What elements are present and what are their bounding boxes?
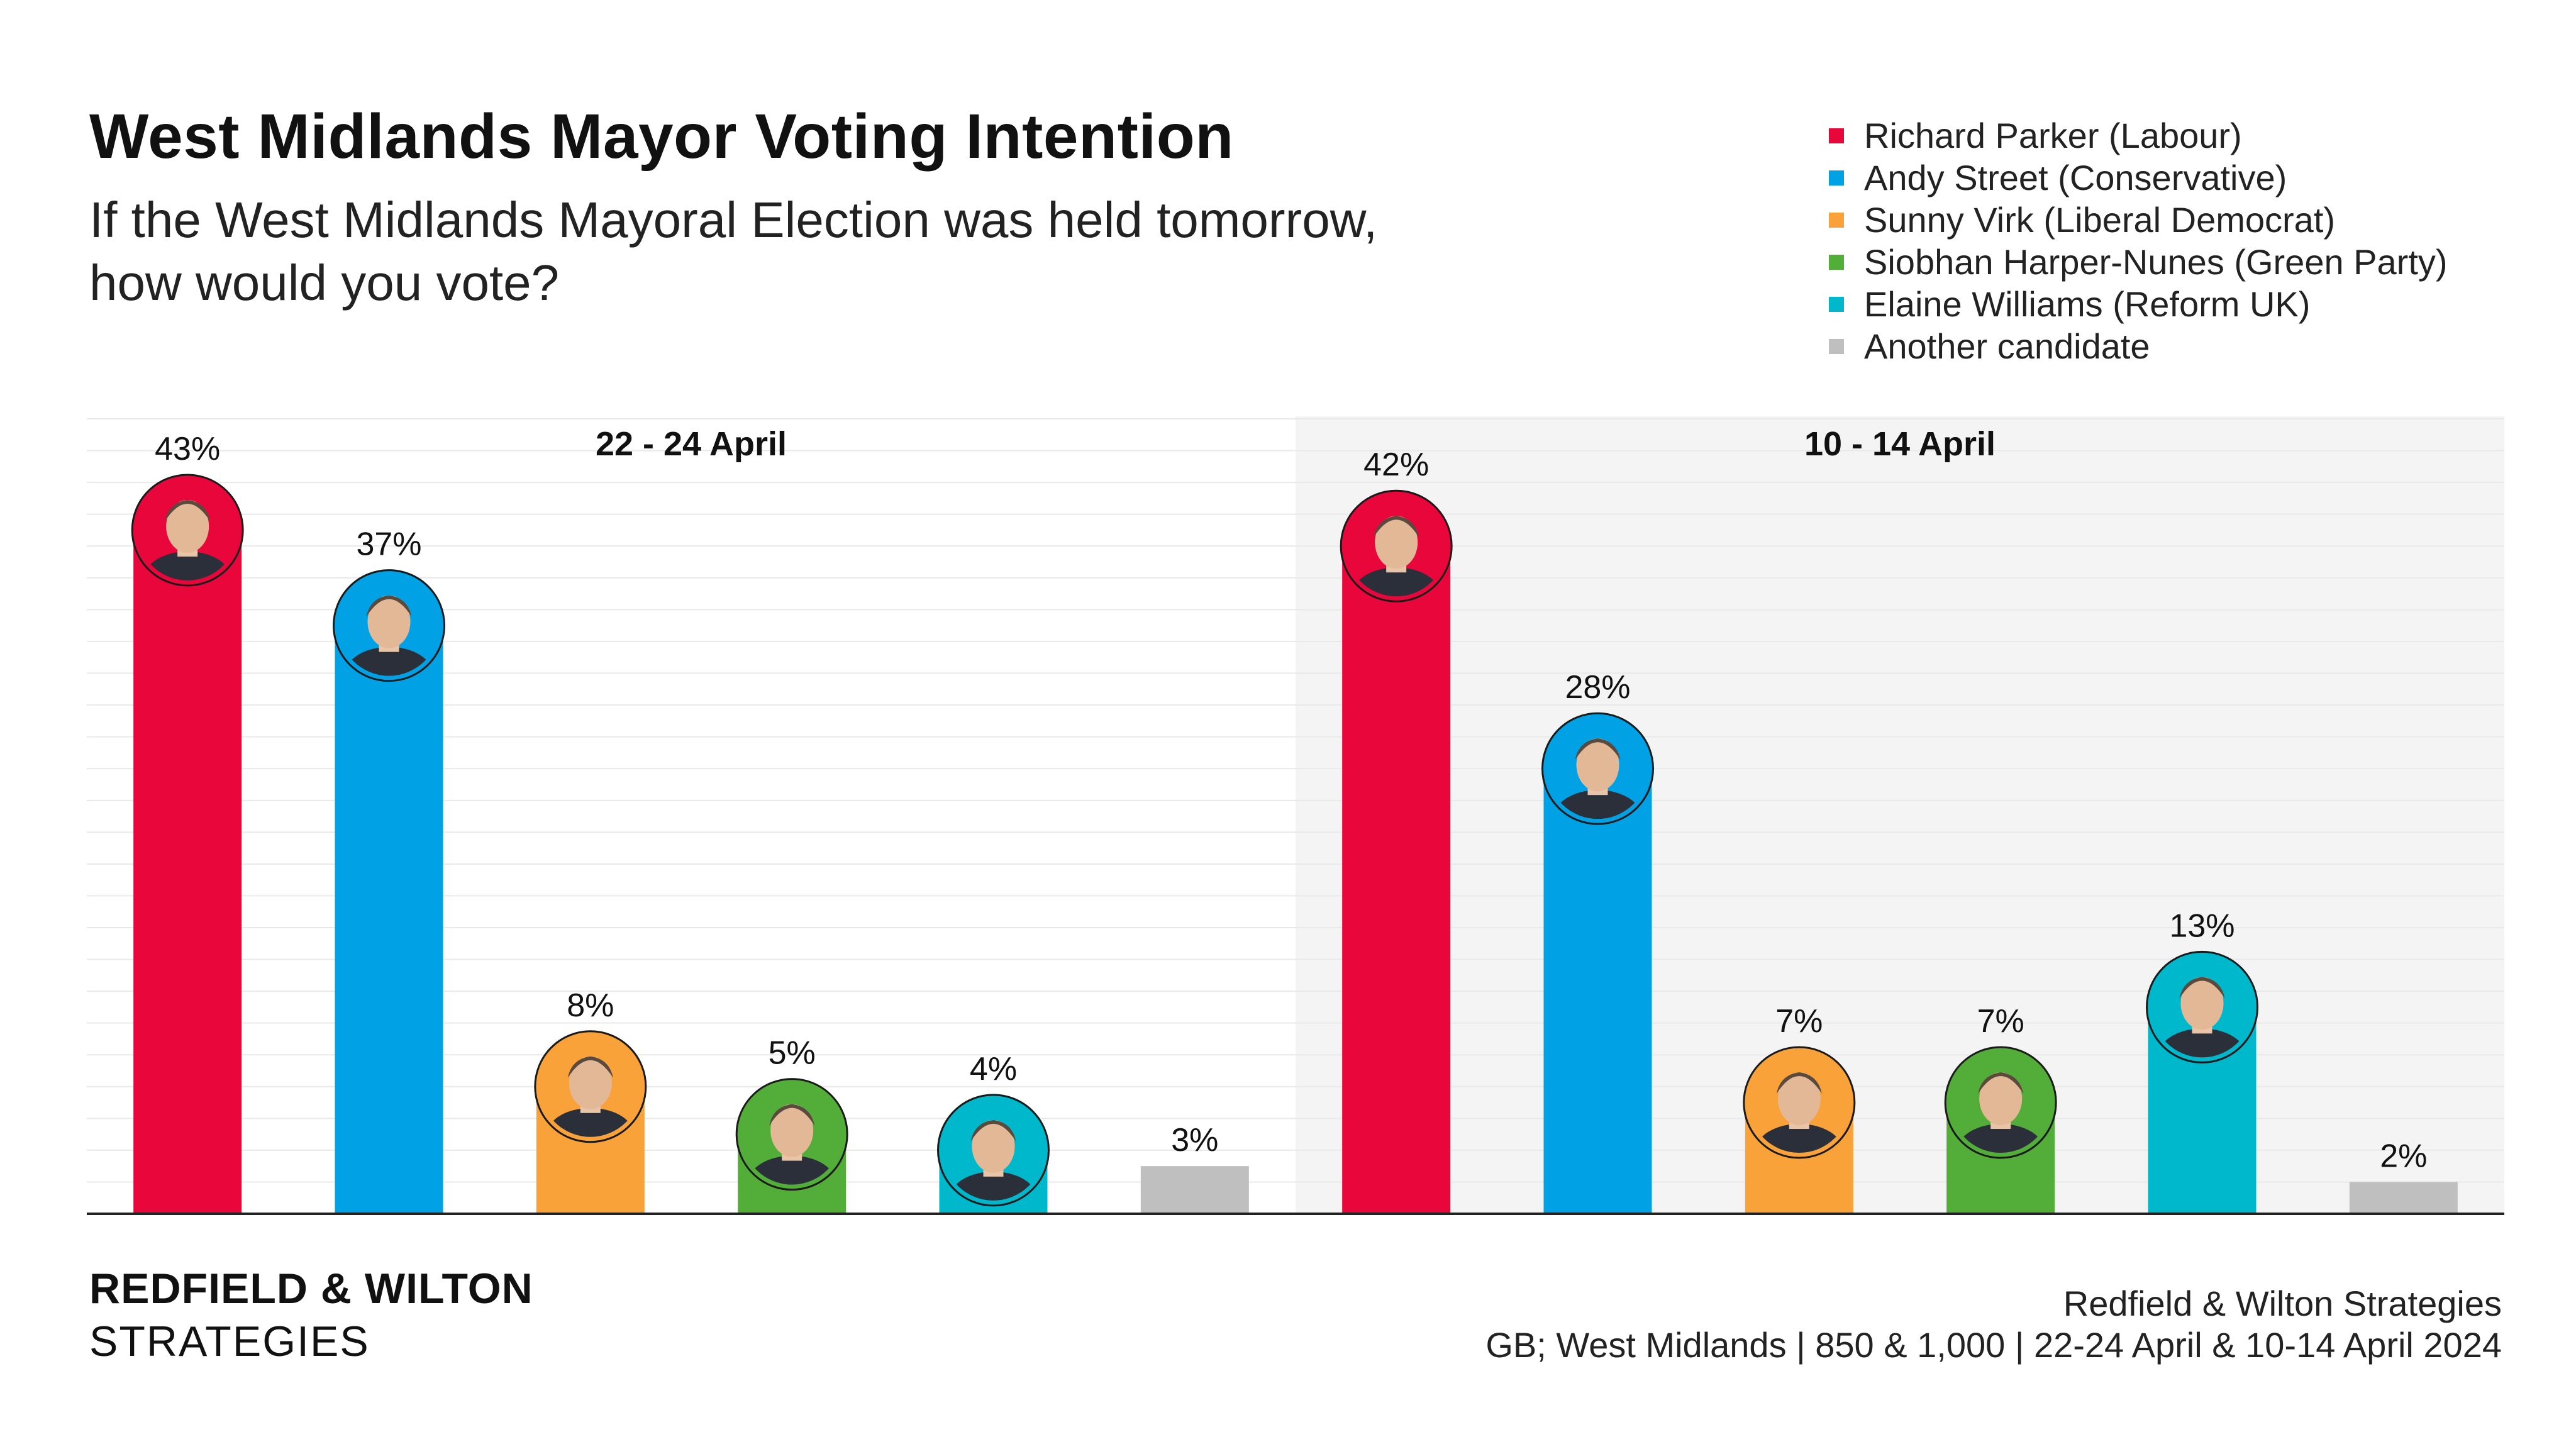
bar (335, 625, 443, 1214)
legend-label: Another candidate (1864, 326, 2150, 366)
legend-swatch (1829, 338, 1844, 354)
data-label: 2% (2380, 1138, 2427, 1174)
legend-label: Siobhan Harper-Nunes (Green Party) (1864, 242, 2448, 282)
portrait-siobhan-harper-nunes-icon (1944, 1046, 2057, 1159)
bar (1543, 769, 1652, 1214)
source-name: Redfield & Wilton Strategies (2063, 1284, 2502, 1323)
data-label: 43% (155, 431, 220, 467)
legend-label: Sunny Virk (Liberal Democrat) (1864, 200, 2336, 240)
brand-logo-line1: REDFIELD & WILTON (89, 1265, 533, 1313)
legend-item: Richard Parker (Labour) (1829, 114, 2448, 157)
source-details: GB; West Midlands | 850 & 1,000 | 22-24 … (1485, 1325, 2502, 1365)
portrait-sunny-virk-icon (1743, 1046, 1856, 1159)
panel-title: 22 - 24 April (596, 425, 787, 463)
legend-item: Another candidate (1829, 325, 2448, 367)
data-label: 4% (970, 1051, 1017, 1087)
bar (1342, 546, 1451, 1214)
data-label: 37% (356, 526, 421, 563)
data-label: 42% (1363, 447, 1429, 483)
portrait-andy-street-icon (333, 569, 445, 682)
legend-item: Andy Street (Conservative) (1829, 157, 2448, 199)
legend-item: Sunny Virk (Liberal Democrat) (1829, 199, 2448, 241)
bar (2349, 1182, 2458, 1214)
legend: Richard Parker (Labour) Andy Street (Con… (1829, 114, 2448, 367)
data-label: 8% (567, 987, 614, 1024)
portrait-sunny-virk-icon (534, 1030, 647, 1143)
portrait-richard-parker-icon (1340, 489, 1453, 602)
data-label: 13% (2169, 908, 2235, 944)
legend-item: Siobhan Harper-Nunes (Green Party) (1829, 241, 2448, 283)
legend-label: Andy Street (Conservative) (1864, 158, 2287, 197)
portrait-elaine-williams-icon (937, 1094, 1050, 1207)
panel-title: 10 - 14 April (1804, 425, 1996, 463)
chart-subtitle: If the West Midlands Mayoral Election wa… (89, 192, 1378, 311)
data-label: 7% (1977, 1003, 2024, 1040)
legend-swatch (1829, 254, 1844, 270)
bar (133, 530, 242, 1214)
data-label: 3% (1171, 1122, 1218, 1158)
gridlines (87, 418, 2504, 1214)
legend-label: Elaine Williams (Reform UK) (1864, 284, 2311, 324)
data-label: 5% (769, 1035, 816, 1072)
legend-swatch (1829, 170, 1844, 186)
panel-background (1296, 416, 2504, 1214)
brand-logo-line2: STRATEGIES (89, 1318, 370, 1365)
portrait-richard-parker-icon (131, 474, 244, 587)
portrait-andy-street-icon (1541, 712, 1654, 825)
legend-label: Richard Parker (Labour) (1864, 116, 2242, 155)
legend-swatch (1829, 212, 1844, 228)
legend-item: Elaine Williams (Reform UK) (1829, 283, 2448, 325)
data-label: 7% (1775, 1003, 1823, 1040)
legend-swatch (1829, 128, 1844, 143)
portrait-elaine-williams-icon (2146, 950, 2258, 1063)
bar (1140, 1166, 1249, 1214)
chart-title: West Midlands Mayor Voting Intention (89, 101, 1234, 172)
legend-swatch (1829, 296, 1844, 312)
portrait-siobhan-harper-nunes-icon (735, 1078, 848, 1191)
data-label: 28% (1565, 669, 1630, 706)
